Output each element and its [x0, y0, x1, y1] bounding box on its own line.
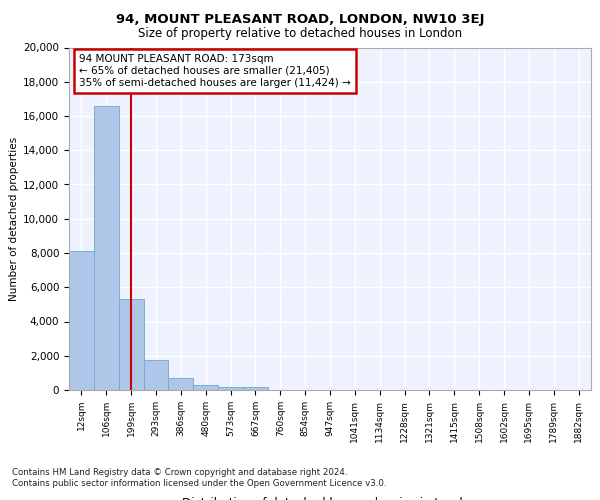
Text: Contains HM Land Registry data © Crown copyright and database right 2024.
Contai: Contains HM Land Registry data © Crown c… — [12, 468, 386, 487]
Text: 94, MOUNT PLEASANT ROAD, LONDON, NW10 3EJ: 94, MOUNT PLEASANT ROAD, LONDON, NW10 3E… — [116, 12, 484, 26]
Bar — [243, 386, 268, 390]
Text: 94 MOUNT PLEASANT ROAD: 173sqm
← 65% of detached houses are smaller (21,405)
35%: 94 MOUNT PLEASANT ROAD: 173sqm ← 65% of … — [79, 54, 351, 88]
Bar — [218, 386, 243, 390]
Bar — [193, 385, 218, 390]
Text: Size of property relative to detached houses in London: Size of property relative to detached ho… — [138, 28, 462, 40]
Bar — [94, 106, 119, 390]
Y-axis label: Number of detached properties: Number of detached properties — [9, 136, 19, 301]
Bar — [143, 360, 169, 390]
X-axis label: Distribution of detached houses by size in London: Distribution of detached houses by size … — [182, 498, 478, 500]
Bar — [119, 299, 143, 390]
Bar — [69, 252, 94, 390]
Bar — [169, 378, 193, 390]
